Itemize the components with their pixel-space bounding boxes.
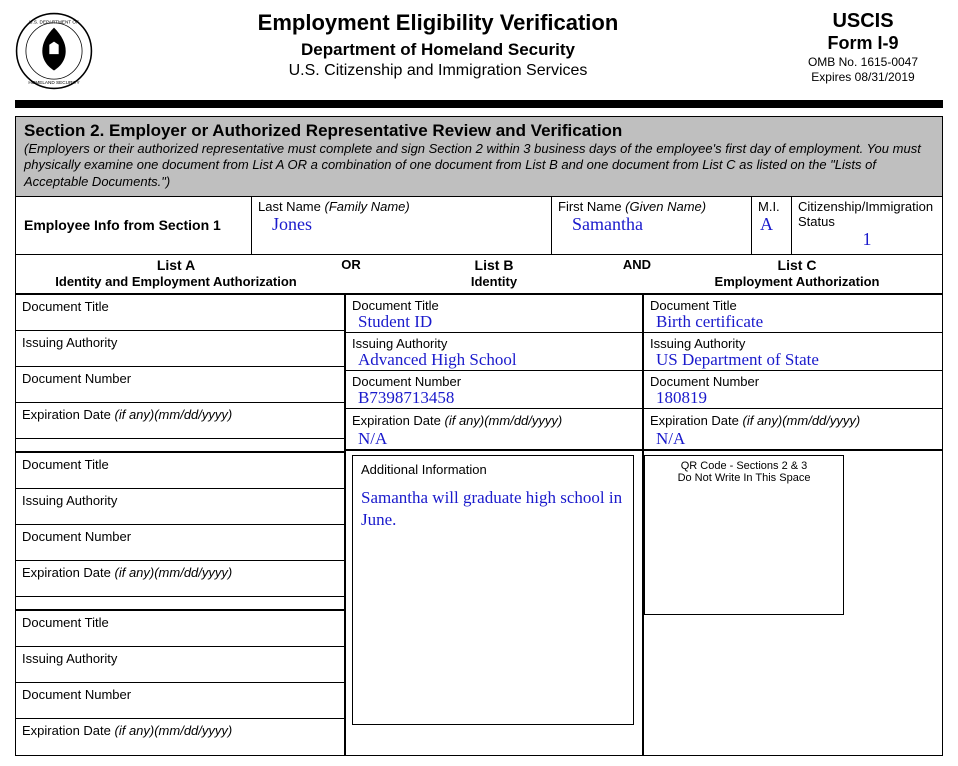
qr-label-2: Do Not Write In This Space xyxy=(649,472,839,484)
section-2-instructions: (Employers or their authorized represent… xyxy=(24,141,934,190)
form-expires: Expires 08/31/2019 xyxy=(783,70,943,84)
form-subtitle: U.S. Citizenship and Immigration Service… xyxy=(93,62,783,80)
last-name-value: Jones xyxy=(258,214,545,235)
list-c-exp-value: N/A xyxy=(650,430,936,447)
list-a-doc-title-3: Document Title xyxy=(16,611,344,647)
list-b-iss-auth: Issuing Authority Advanced High School xyxy=(346,333,642,371)
section-2-title: Section 2. Employer or Authorized Repres… xyxy=(24,121,934,141)
last-name-label: Last Name xyxy=(258,199,324,214)
last-name-cell: Last Name (Family Name) Jones xyxy=(251,197,551,254)
list-c-doc-title-value: Birth certificate xyxy=(650,313,936,330)
qr-label-1: QR Code - Sections 2 & 3 xyxy=(649,460,839,472)
mi-label: M.I. xyxy=(758,199,785,214)
additional-info-label: Additional Information xyxy=(361,462,625,477)
list-c-iss-auth: Issuing Authority US Department of State xyxy=(644,333,942,371)
list-a-exp-3: Expiration Date (if any)(mm/dd/yyyy) xyxy=(16,719,344,755)
list-c-column: Document Title Birth certificate Issuing… xyxy=(642,293,942,755)
first-name-label: First Name xyxy=(558,199,625,214)
employee-info-row: Employee Info from Section 1 Last Name (… xyxy=(16,197,942,255)
list-c-iss-auth-value: US Department of State xyxy=(650,351,936,368)
form-header: U.S. DEPARTMENT OF HOMELAND SECURITY Emp… xyxy=(15,10,943,96)
form-number: Form I-9 xyxy=(783,33,943,54)
header-rule xyxy=(15,100,943,108)
list-a-sep-1 xyxy=(16,439,344,453)
list-b-header: List B Identity xyxy=(366,257,622,289)
dhs-seal-icon: U.S. DEPARTMENT OF HOMELAND SECURITY xyxy=(15,12,93,90)
agency-name: USCIS xyxy=(783,10,943,33)
qr-code-box: QR Code - Sections 2 & 3 Do Not Write In… xyxy=(644,455,844,615)
lower-bc-area: Additional Information Samantha will gra… xyxy=(346,449,642,729)
citizenship-cell: Citizenship/Immigration Status 1 xyxy=(791,197,942,254)
section-2-header: Section 2. Employer or Authorized Repres… xyxy=(16,117,942,197)
first-name-value: Samantha xyxy=(558,214,745,235)
list-a-doc-num-3: Document Number xyxy=(16,683,344,719)
list-a-iss-auth-2: Issuing Authority xyxy=(16,489,344,525)
list-c-doc-num-value: 180819 xyxy=(650,389,936,406)
list-b-doc-title: Document Title Student ID xyxy=(346,295,642,333)
list-c-header: List C Employment Authorization xyxy=(652,257,942,289)
list-a-exp-2: Expiration Date (if any)(mm/dd/yyyy) xyxy=(16,561,344,597)
lower-c-area: QR Code - Sections 2 & 3 Do Not Write In… xyxy=(644,449,942,729)
first-name-hint: (Given Name) xyxy=(625,199,706,214)
list-a-iss-auth-1: Issuing Authority xyxy=(16,331,344,367)
list-b-iss-auth-value: Advanced High School xyxy=(352,351,636,368)
form-title: Employment Eligibility Verification xyxy=(93,10,783,36)
list-a-doc-num-1: Document Number xyxy=(16,367,344,403)
employee-info-label: Employee Info from Section 1 xyxy=(16,197,251,254)
header-right: USCIS Form I-9 OMB No. 1615-0047 Expires… xyxy=(783,10,943,84)
list-a-exp-1: Expiration Date (if any)(mm/dd/yyyy) xyxy=(16,403,344,439)
list-c-doc-num: Document Number 180819 xyxy=(644,371,942,409)
list-c-sub: Employment Authorization xyxy=(715,274,880,289)
list-b-column: Document Title Student ID Issuing Author… xyxy=(346,293,642,755)
list-a-title: List A xyxy=(157,257,195,273)
list-b-doc-title-value: Student ID xyxy=(352,313,636,330)
svg-text:U.S. DEPARTMENT OF: U.S. DEPARTMENT OF xyxy=(29,20,79,25)
list-c-exp: Expiration Date (if any)(mm/dd/yyyy) N/A xyxy=(644,409,942,449)
list-a-doc-title-1: Document Title xyxy=(16,295,344,331)
list-or: OR xyxy=(336,257,366,289)
list-b-exp-value: N/A xyxy=(352,430,636,447)
citizenship-label: Citizenship/Immigration Status xyxy=(798,199,936,229)
list-a-header: List A Identity and Employment Authoriza… xyxy=(16,257,336,289)
list-b-title: List B xyxy=(475,257,514,273)
last-name-hint: (Family Name) xyxy=(324,199,409,214)
additional-info-box: Additional Information Samantha will gra… xyxy=(352,455,634,725)
list-a-sub: Identity and Employment Authorization xyxy=(55,274,296,289)
document-columns: Document Title Issuing Authority Documen… xyxy=(16,293,942,755)
list-c-doc-title: Document Title Birth certificate xyxy=(644,295,942,333)
citizenship-value: 1 xyxy=(798,229,936,250)
additional-info-value: Samantha will graduate high school in Ju… xyxy=(361,487,625,531)
mi-cell: M.I. A xyxy=(751,197,791,254)
first-name-cell: First Name (Given Name) Samantha xyxy=(551,197,751,254)
list-b-exp: Expiration Date (if any)(mm/dd/yyyy) N/A xyxy=(346,409,642,449)
header-center: Employment Eligibility Verification Depa… xyxy=(93,10,783,80)
list-headers: List A Identity and Employment Authoriza… xyxy=(16,255,942,293)
list-c-title: List C xyxy=(778,257,817,273)
list-b-doc-num-value: B7398713458 xyxy=(352,389,636,406)
list-a-column: Document Title Issuing Authority Documen… xyxy=(16,293,346,755)
list-a-doc-num-2: Document Number xyxy=(16,525,344,561)
list-a-doc-title-2: Document Title xyxy=(16,453,344,489)
list-b-sub: Identity xyxy=(471,274,517,289)
form-department: Department of Homeland Security xyxy=(93,40,783,60)
mi-value: A xyxy=(758,214,785,235)
svg-text:HOMELAND SECURITY: HOMELAND SECURITY xyxy=(28,80,79,85)
omb-number: OMB No. 1615-0047 xyxy=(783,55,943,69)
section-2-container: Section 2. Employer or Authorized Repres… xyxy=(15,116,943,756)
list-a-sep-2 xyxy=(16,597,344,611)
list-b-doc-num: Document Number B7398713458 xyxy=(346,371,642,409)
list-a-iss-auth-3: Issuing Authority xyxy=(16,647,344,683)
list-and: AND xyxy=(622,257,652,289)
